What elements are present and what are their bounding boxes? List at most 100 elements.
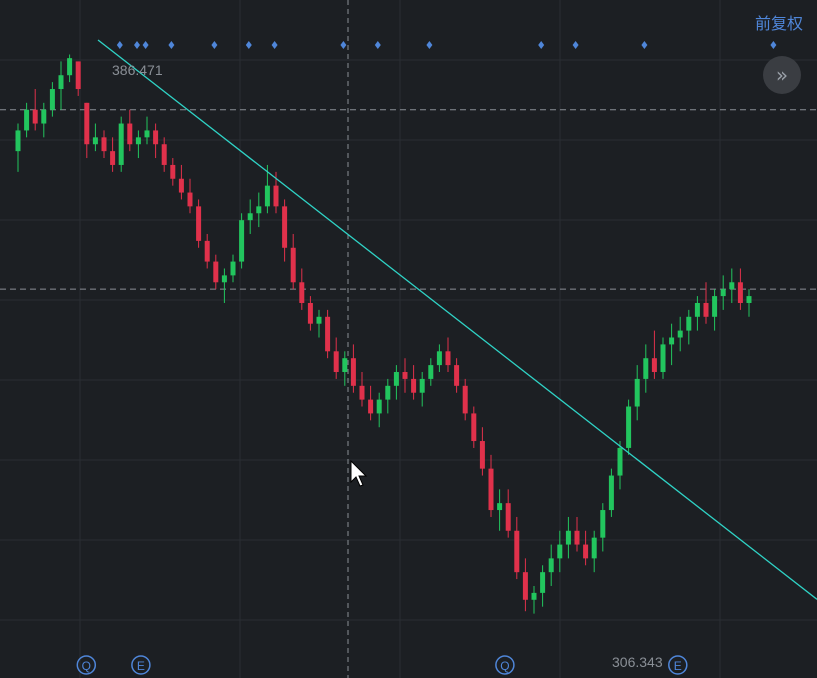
candle-body <box>204 240 210 262</box>
event-marker <box>641 41 648 49</box>
event-marker <box>142 41 149 49</box>
candle-body <box>32 109 38 124</box>
candle-body <box>118 123 124 165</box>
candle-body <box>135 137 141 145</box>
event-label: E <box>137 659 145 673</box>
event-marker <box>271 41 278 49</box>
candle-body <box>196 206 202 241</box>
candle-body <box>350 358 356 386</box>
candle-body <box>15 130 21 152</box>
candle-body <box>230 261 236 276</box>
candle-body <box>187 192 193 207</box>
candle-body <box>600 510 606 538</box>
candle-body <box>402 372 408 379</box>
candle-body <box>428 365 434 379</box>
candle-body <box>694 302 700 317</box>
event-label: E <box>674 659 682 673</box>
event-marker <box>374 41 381 49</box>
candle-body <box>660 344 666 373</box>
high-price-label: 386.471 <box>112 62 163 78</box>
candle-body <box>385 385 391 400</box>
candle-body <box>522 572 528 600</box>
event-marker <box>134 41 140 49</box>
candle-body <box>531 592 537 600</box>
candle-body <box>445 351 451 366</box>
candle-body <box>574 530 580 545</box>
candle-body <box>608 475 614 511</box>
candle-body <box>359 385 365 400</box>
event-label: Q <box>500 659 509 673</box>
candle-body <box>144 130 150 138</box>
candle-body <box>712 296 718 317</box>
candle-body <box>720 289 726 297</box>
candle-body <box>239 220 245 262</box>
event-marker <box>168 41 175 49</box>
event-marker <box>426 41 433 49</box>
candle-body <box>333 351 339 373</box>
candle-body <box>703 302 709 317</box>
trend-line <box>97 39 817 600</box>
candle-body <box>161 144 167 165</box>
candle-body <box>368 399 374 414</box>
candle-body <box>75 61 81 90</box>
candle-body <box>92 137 98 145</box>
candle-body <box>505 503 511 531</box>
candle-body <box>557 544 563 559</box>
event-marker <box>572 41 579 49</box>
candle-body <box>290 247 296 283</box>
low-price-label: 306.343 <box>612 654 663 670</box>
candle-body <box>273 185 279 207</box>
candle-body <box>282 206 288 248</box>
candle-body <box>540 572 546 593</box>
candle-body <box>307 302 313 324</box>
event-marker <box>116 41 123 49</box>
candle-body <box>686 316 692 331</box>
candle-body <box>67 58 73 76</box>
candle-body <box>393 372 399 386</box>
event-marker <box>211 41 218 49</box>
candle-body <box>178 178 184 193</box>
scroll-right-button[interactable]: » <box>763 56 801 94</box>
candle-body <box>411 378 417 393</box>
candle-body <box>729 282 735 290</box>
candle-body <box>101 137 107 152</box>
event-marker <box>245 41 252 49</box>
candle-body <box>316 316 322 324</box>
candle-body <box>49 89 55 110</box>
candle-body <box>24 109 30 131</box>
candle-body <box>58 75 64 90</box>
candle-body <box>479 441 485 469</box>
candle-body <box>643 358 649 379</box>
candle-body <box>454 365 460 386</box>
candle-body <box>634 378 640 407</box>
candle-body <box>376 399 382 414</box>
candle-body <box>583 544 589 559</box>
candle-body <box>153 130 159 145</box>
candle-body <box>419 378 425 393</box>
candle-body <box>84 102 90 145</box>
candle-body <box>247 213 253 221</box>
event-marker <box>538 41 545 49</box>
candle-body <box>746 296 752 303</box>
mouse-cursor-icon <box>350 460 368 487</box>
candle-body <box>497 503 503 511</box>
candle-body <box>342 358 348 373</box>
event-marker <box>340 41 347 49</box>
candle-body <box>677 330 683 338</box>
candle-body <box>514 530 520 573</box>
candle-body <box>737 282 743 303</box>
candle-body <box>127 123 133 145</box>
candle-body <box>626 406 632 448</box>
candle-body <box>436 351 442 366</box>
candle-body <box>264 185 270 207</box>
candle-body <box>669 337 675 345</box>
candle-body <box>565 530 571 545</box>
event-label: Q <box>82 659 91 673</box>
event-circle <box>668 655 688 675</box>
double-chevron-right-icon: » <box>775 63 789 87</box>
candle-body <box>41 109 47 124</box>
event-circle <box>76 655 97 675</box>
price-adjust-button[interactable]: 前复权 <box>754 14 803 33</box>
